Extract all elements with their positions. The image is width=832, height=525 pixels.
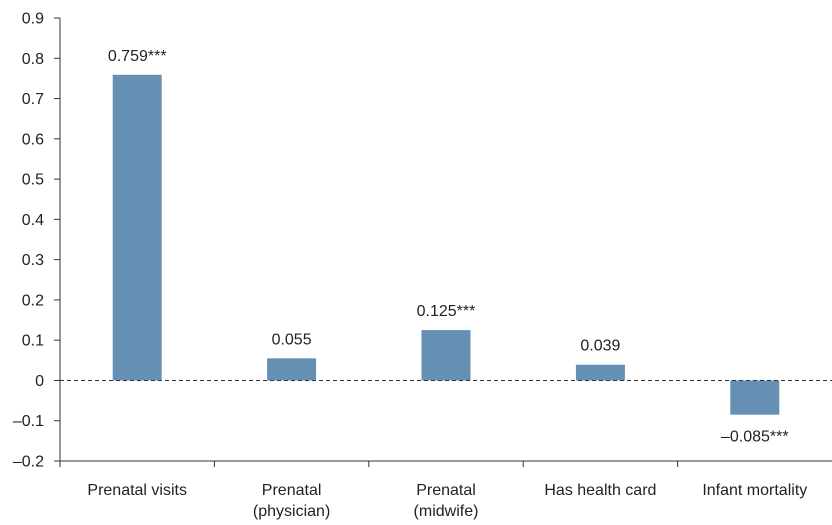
- data-label: 0.125***: [417, 303, 476, 320]
- data-label: 0.055: [272, 331, 312, 348]
- category-labels: Prenatal visits Prenatal (physician) Prenat…: [87, 482, 807, 520]
- bar: [730, 380, 780, 415]
- category-label: (physician): [253, 503, 330, 520]
- y-tick-label: 0.7: [22, 91, 44, 108]
- y-tick-label: 0.2: [22, 292, 44, 309]
- y-tick-label: 0.9: [22, 11, 44, 28]
- x-axis: [59, 460, 832, 467]
- category-label: Prenatal: [416, 482, 476, 499]
- bar: [112, 74, 162, 381]
- category-label: Has health card: [544, 482, 656, 499]
- bars: [112, 74, 780, 415]
- data-label: 0.039: [580, 338, 620, 355]
- bar: [421, 330, 471, 381]
- y-tick-label: 0.3: [22, 252, 44, 269]
- category-label: Prenatal: [262, 482, 322, 499]
- y-tick-label: 0.8: [22, 51, 44, 68]
- category-label: Prenatal visits: [87, 482, 187, 499]
- data-label: –0.085***: [721, 429, 789, 446]
- y-tick-label: 0.5: [22, 172, 44, 189]
- category-label: (midwife): [414, 503, 479, 520]
- y-tick-label: 0.1: [22, 333, 44, 350]
- y-tick-label: 0.4: [22, 212, 44, 229]
- bar: [267, 358, 317, 381]
- bar: [575, 364, 625, 381]
- y-tick-label: 0.6: [22, 131, 44, 148]
- y-axis: –0.2 –0.1 0 0.1 0.2 0.3 0.4 0.5 0.6 0.7 0.8 0.9: [13, 11, 61, 471]
- y-tick-label: 0: [35, 373, 44, 390]
- data-label: 0.759***: [108, 48, 167, 65]
- y-tick-label: –0.2: [13, 454, 44, 471]
- category-label: Infant mortality: [702, 482, 807, 499]
- data-labels: 0.759*** 0.055 0.125*** 0.039 –0.085***: [108, 48, 789, 446]
- y-tick-label: –0.1: [13, 413, 44, 430]
